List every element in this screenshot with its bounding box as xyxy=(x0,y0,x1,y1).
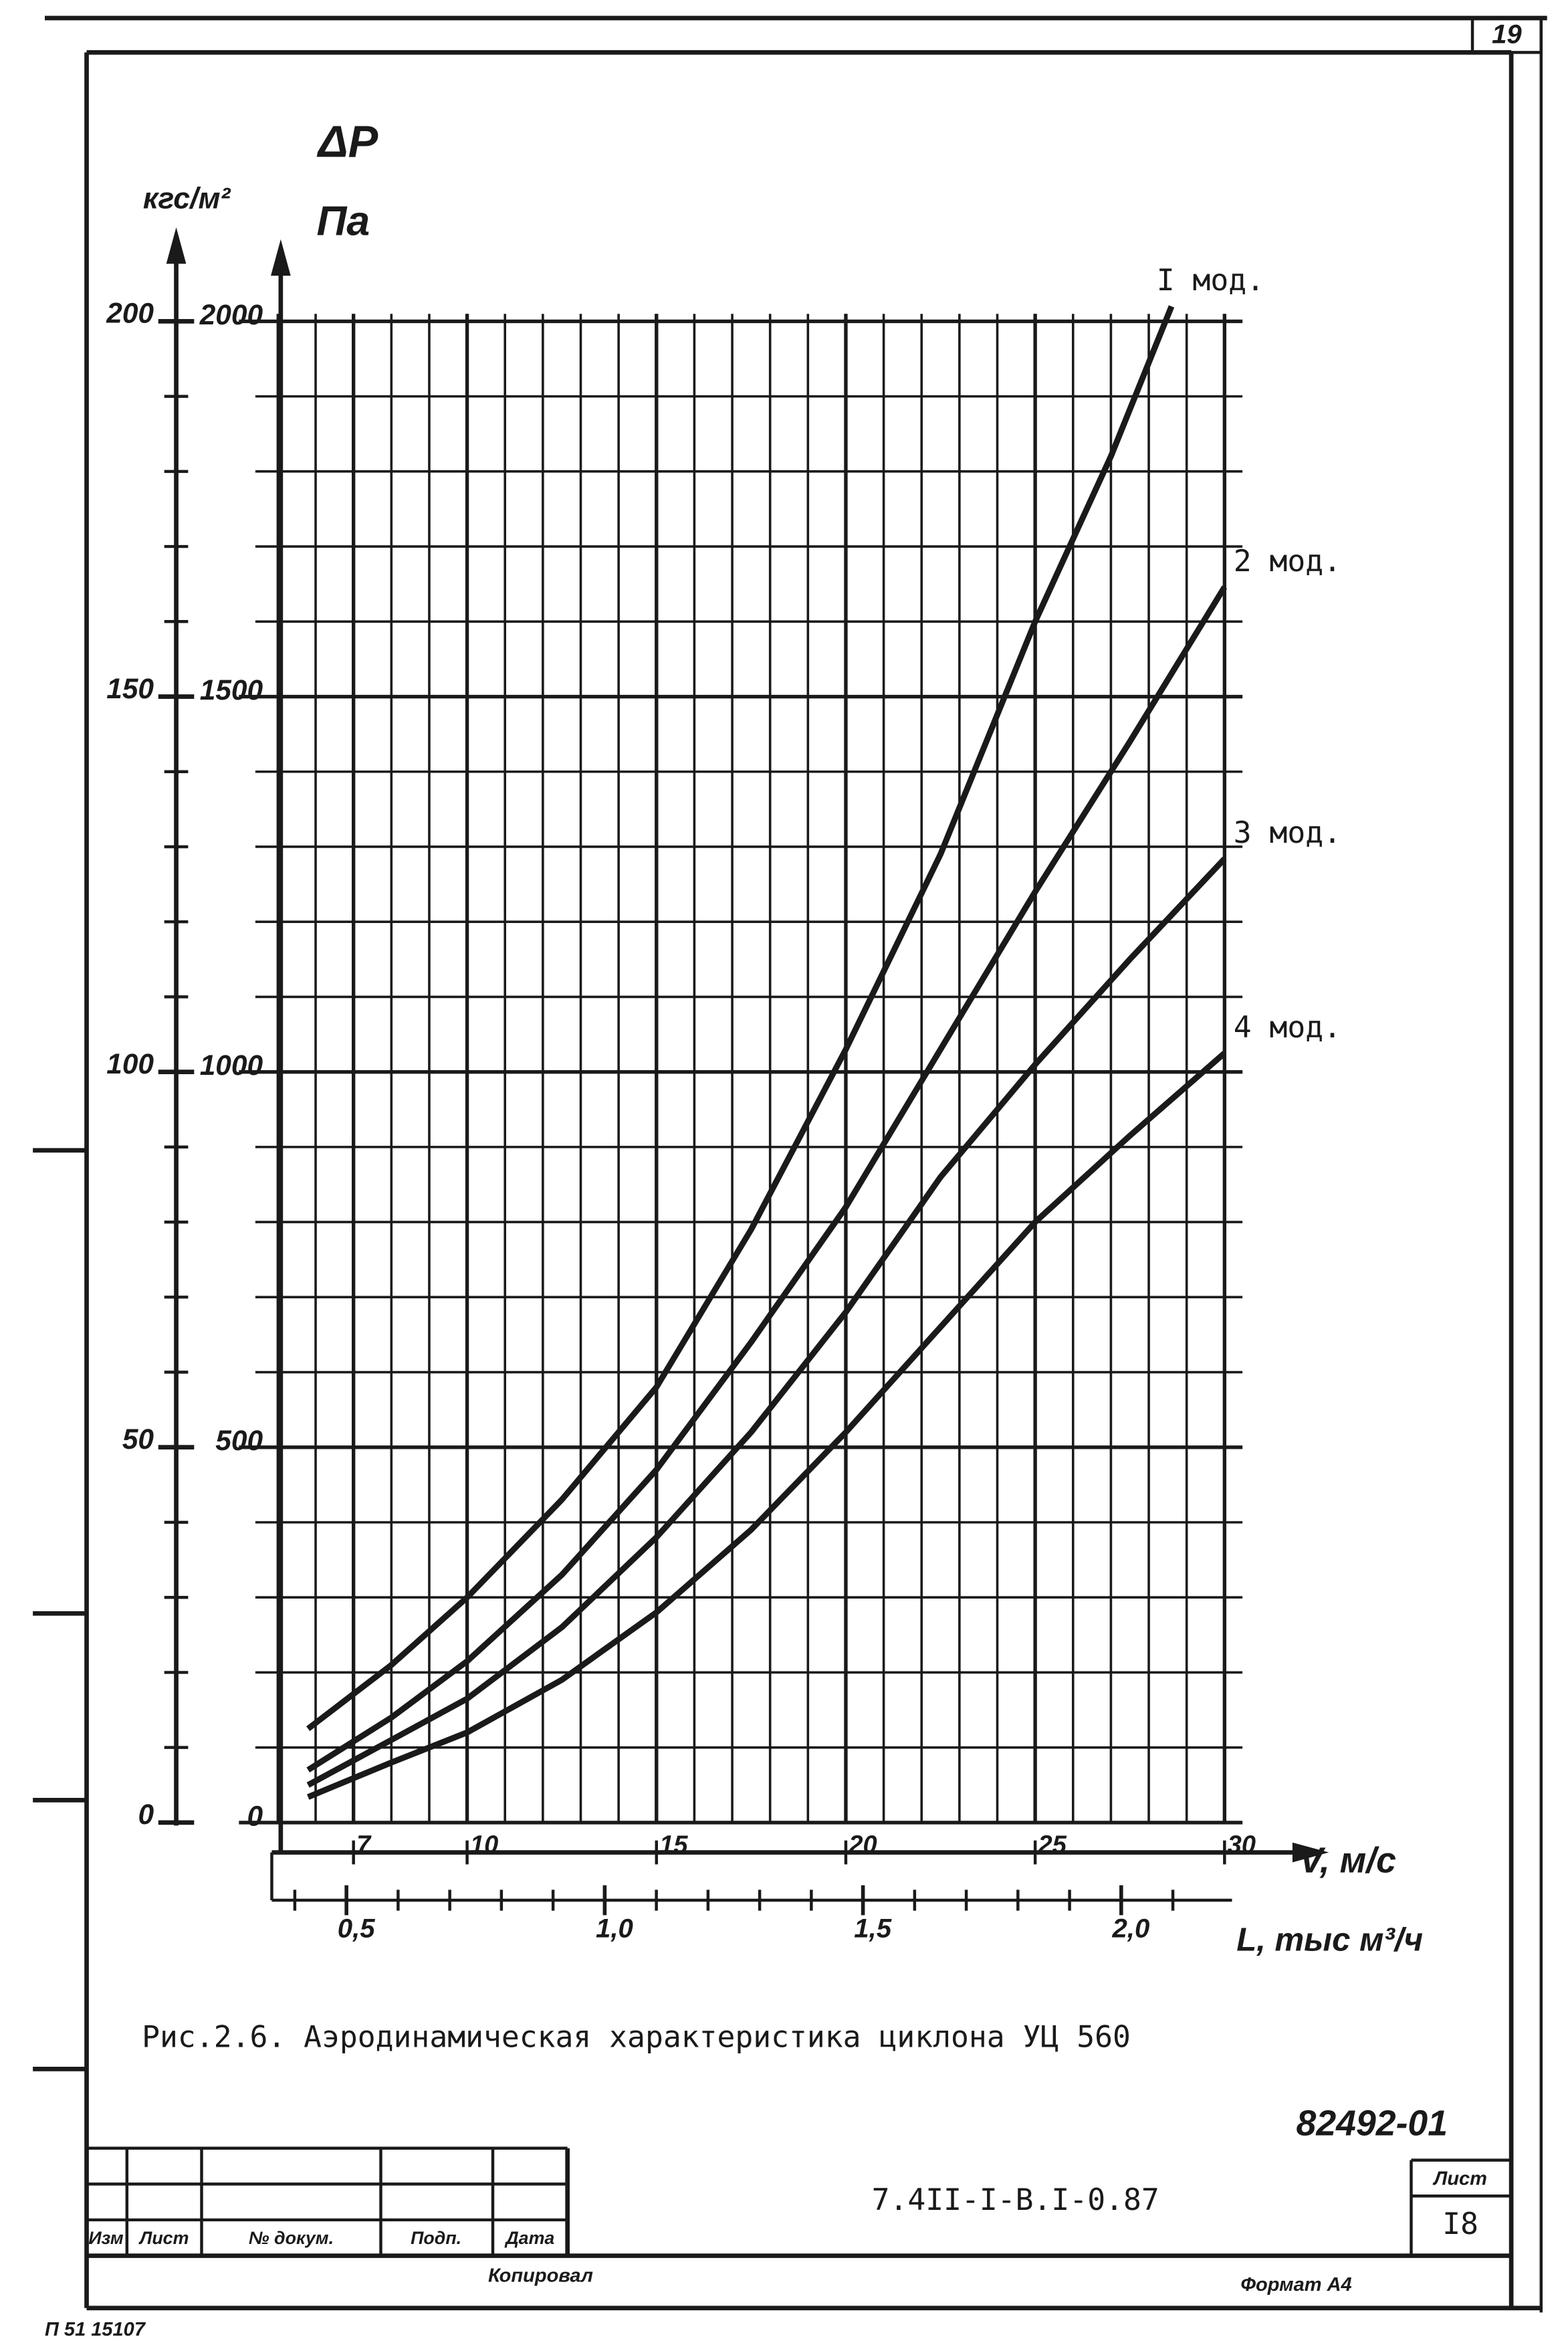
x-tick-label: 25 xyxy=(1038,1831,1067,1859)
stamp-column: № докум. xyxy=(249,2228,334,2248)
y2-tick-label: 100 xyxy=(106,1048,154,1080)
y2-tick-label: 150 xyxy=(106,673,154,704)
format-label: Формат А4 xyxy=(1240,2274,1351,2295)
series-line xyxy=(307,1051,1227,1800)
stamp-column: Подп. xyxy=(411,2228,461,2248)
x2-tick-label: 1,5 xyxy=(854,1913,892,1943)
archive-number: 82492-01 xyxy=(1297,2103,1448,2143)
axes xyxy=(166,227,1329,1902)
y-axis-symbol: ΔP xyxy=(316,117,378,167)
y-tick-label: 0 xyxy=(247,1800,263,1831)
x2-tick-label: 2,0 xyxy=(1111,1913,1149,1943)
chart-caption: Рис.2.6. Аэродинамическая характеристика… xyxy=(142,2020,1131,2055)
y2-tick-label: 50 xyxy=(122,1423,154,1455)
plot: 0 500 1000 1500 2000 0 50 100 150 200 7 10 15 20 25 30 0… xyxy=(106,263,1341,1943)
title-block xyxy=(86,2146,1512,2258)
series-label: 2 мод. xyxy=(1234,544,1341,579)
x-tick-label: 10 xyxy=(470,1831,498,1859)
series-line xyxy=(306,585,1228,1773)
document-code: 7.4II-I-В.I-0.87 xyxy=(872,2182,1159,2217)
series-line xyxy=(306,305,1175,1732)
y-tick-label: 1000 xyxy=(200,1049,263,1081)
x-tick-label: 20 xyxy=(848,1831,877,1859)
x2-tick-label: 1,0 xyxy=(596,1913,633,1943)
y-axis-label: Па xyxy=(316,198,370,245)
sheet-value: I8 xyxy=(1442,2207,1478,2241)
x-axis-label: V, м/с xyxy=(1299,1840,1396,1880)
x2-tick-label: 0,5 xyxy=(338,1913,376,1943)
stamp-column: Дата xyxy=(504,2228,554,2248)
margin-marks xyxy=(33,1148,87,2071)
y-tick-label: 1500 xyxy=(200,674,263,706)
sheet-label: Лист xyxy=(1432,2168,1487,2189)
x-tick-label: 7 xyxy=(356,1831,372,1859)
x-tick-label: 15 xyxy=(659,1831,688,1859)
sheet-number-box xyxy=(1470,16,1543,54)
x-tick-label: 30 xyxy=(1228,1831,1256,1859)
x2-axis-label: L, тыс м³/ч xyxy=(1236,1922,1423,1958)
y2-axis-label: кгс/м² xyxy=(143,182,231,215)
stamp-column: Лист xyxy=(138,2228,189,2248)
copied-label: Копировал xyxy=(488,2265,593,2286)
stamp-column: Изм xyxy=(88,2228,124,2248)
inventory-number: П 51 15107 xyxy=(45,2319,146,2340)
series-label: 3 мод. xyxy=(1234,815,1341,850)
series-label: I мод. xyxy=(1157,263,1264,298)
y-tick-label: 2000 xyxy=(199,299,263,330)
y2-tick-label: 200 xyxy=(106,298,154,329)
y-tick-label: 500 xyxy=(215,1425,263,1456)
series-line xyxy=(306,856,1227,1788)
y2-tick-label: 0 xyxy=(138,1799,154,1830)
sheet-number: 19 xyxy=(1492,19,1522,49)
series-label: 4 мод. xyxy=(1234,1010,1341,1045)
